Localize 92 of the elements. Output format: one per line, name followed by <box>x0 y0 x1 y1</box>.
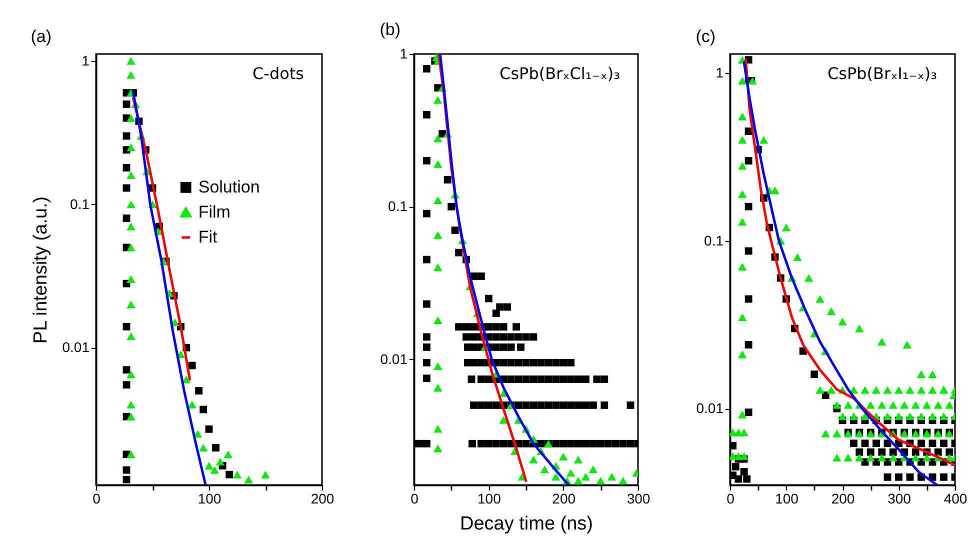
legend-label: Film <box>198 202 230 222</box>
chart-title: (c) <box>696 27 716 46</box>
point <box>126 276 136 284</box>
x-tick-label: 0 <box>92 490 101 506</box>
x-tick-label: 400 <box>944 490 968 506</box>
point <box>126 57 136 65</box>
point <box>122 100 130 108</box>
x-tick-label: 100 <box>477 490 502 506</box>
x-tick-label: 300 <box>888 490 912 506</box>
point <box>224 450 233 458</box>
point <box>122 381 130 389</box>
annotation: CsPb(BrₓCl₁₋ₓ)₃ <box>500 64 620 83</box>
point <box>122 164 130 172</box>
point <box>261 470 270 478</box>
point <box>126 412 136 420</box>
y-axis-title: PL intensity (a.u.) <box>30 196 52 344</box>
point <box>596 476 605 484</box>
point <box>126 114 136 122</box>
chart-title: (a) <box>30 27 52 46</box>
point <box>122 322 130 330</box>
x-axis-title: Decay time (ns) <box>460 514 594 534</box>
annotation: C-dots <box>252 64 304 83</box>
point <box>122 476 130 484</box>
point <box>204 462 214 470</box>
x-tick-label: 200 <box>310 490 334 506</box>
y-tick-label: 0.1 <box>704 232 724 248</box>
point <box>188 362 196 370</box>
point <box>126 244 136 252</box>
point <box>244 476 253 484</box>
point <box>574 456 583 464</box>
point <box>434 134 442 142</box>
y-tick-label: 0.01 <box>696 400 724 416</box>
point <box>588 466 598 474</box>
y-tick-label: 1 <box>716 64 724 81</box>
point <box>126 171 136 179</box>
x-tick-label: 100 <box>198 490 222 506</box>
point <box>205 425 213 433</box>
annotation: CsPb(BrₓI₁₋ₓ)₃ <box>827 64 937 83</box>
point <box>126 71 136 79</box>
point <box>434 362 442 370</box>
point <box>126 300 136 308</box>
y-tick-label: 0.01 <box>380 350 408 367</box>
point <box>216 458 225 466</box>
y-tick-label: 1 <box>400 46 408 62</box>
point <box>199 444 208 452</box>
x-tick-label: 200 <box>831 490 855 506</box>
point <box>566 469 576 477</box>
y-tick-label: 0.01 <box>62 339 90 356</box>
point <box>126 450 136 458</box>
point <box>126 222 136 230</box>
point <box>434 160 442 168</box>
point <box>434 425 442 433</box>
point <box>540 466 549 474</box>
x-tick-label: 100 <box>775 490 799 506</box>
point <box>126 144 136 152</box>
point <box>122 214 130 222</box>
point <box>126 200 136 208</box>
point <box>212 444 220 452</box>
point <box>434 384 442 392</box>
x-tick-label: 200 <box>552 490 576 506</box>
point <box>434 444 442 452</box>
point <box>188 400 196 408</box>
x-tick-label: 0 <box>410 490 419 506</box>
point <box>126 400 136 408</box>
point <box>126 332 136 340</box>
point <box>210 466 219 474</box>
point <box>608 472 616 480</box>
point <box>232 470 242 478</box>
point <box>618 476 628 484</box>
x-tick-label: 0 <box>726 490 735 506</box>
point <box>434 231 442 239</box>
point <box>559 452 568 460</box>
point <box>434 96 442 104</box>
point <box>581 472 590 480</box>
point <box>122 366 130 374</box>
legend-label: Fit <box>198 227 218 246</box>
point <box>195 387 203 394</box>
point <box>529 456 538 464</box>
y-tick-label: 0.1 <box>70 196 90 212</box>
point <box>574 476 583 484</box>
point <box>434 316 442 324</box>
point <box>126 370 136 378</box>
y-tick-label: 0.1 <box>388 198 408 214</box>
point <box>434 196 442 204</box>
point <box>552 472 560 480</box>
point <box>226 470 234 478</box>
chart-title: (b) <box>380 20 401 39</box>
point <box>434 264 442 272</box>
legend-label: Solution <box>198 177 260 196</box>
point <box>200 406 208 414</box>
y-tick-label: 1 <box>82 52 90 69</box>
x-tick-label: 300 <box>626 490 650 506</box>
